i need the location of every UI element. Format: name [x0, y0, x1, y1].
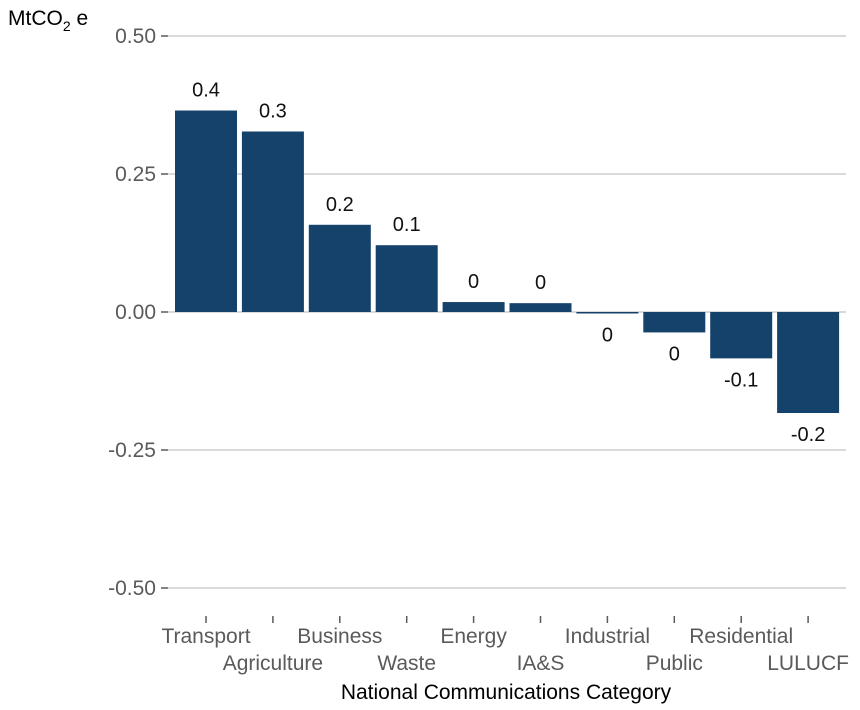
x-tick-label: Agriculture: [223, 652, 323, 675]
y-tick-label: 0.50: [115, 25, 156, 48]
y-tick-label: -0.50: [108, 577, 156, 600]
x-tick-label: Residential: [689, 625, 793, 648]
y-tick-label: -0.25: [108, 439, 156, 462]
data-label: 0.2: [326, 194, 354, 216]
x-tick-label: Business: [297, 625, 382, 648]
x-axis-title: National Communications Category: [341, 681, 672, 704]
bar: [777, 312, 840, 414]
x-tick-label: Public: [646, 652, 703, 675]
bar: [576, 312, 639, 314]
bar: [509, 303, 572, 312]
y-tick-label: 0.00: [115, 301, 156, 324]
bar: [710, 312, 773, 359]
bar: [375, 245, 438, 312]
data-label: 0: [468, 271, 479, 293]
bar: [442, 302, 505, 312]
data-label: 0.1: [393, 214, 421, 236]
data-label: 0.3: [259, 100, 287, 122]
bar: [241, 131, 304, 312]
data-label: 0: [602, 325, 613, 347]
y-tick-label: 0.25: [115, 163, 156, 186]
x-tick-label: IA&S: [517, 652, 565, 675]
data-label: 0: [669, 343, 680, 365]
bar: [643, 312, 706, 333]
y-axis-title: MtCO2 e: [8, 7, 88, 34]
data-label: -0.2: [791, 424, 825, 446]
x-tick-label: LULUCF: [767, 652, 849, 675]
y-axis: 0.50 0.25 0.00 -0.25 -0.50: [108, 25, 168, 600]
data-label: -0.1: [724, 369, 758, 391]
bars: [175, 110, 840, 414]
x-tick-label: Energy: [440, 625, 507, 648]
x-tick-label: Waste: [377, 652, 436, 675]
data-label: 0.4: [192, 80, 220, 102]
data-labels: 0.4 0.3 0.2 0.1 0 0 0 0 -0.1 -0.2: [192, 80, 825, 446]
x-tick-label: Industrial: [565, 625, 650, 648]
bar: [308, 224, 371, 312]
x-tick-label: Transport: [161, 625, 250, 648]
data-label: 0: [535, 272, 546, 294]
bar: [175, 110, 237, 313]
